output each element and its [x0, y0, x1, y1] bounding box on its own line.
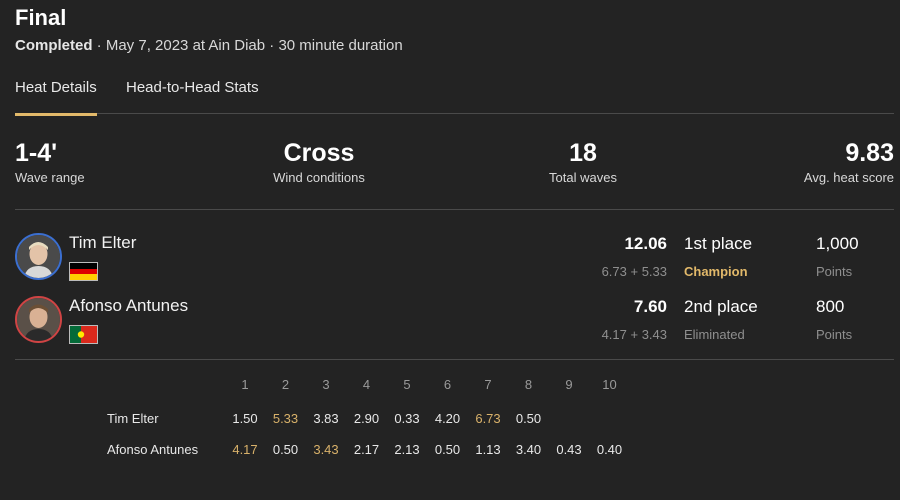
wave-number-header: 8 [524, 377, 533, 392]
wave-score: 4.20 [434, 411, 461, 426]
wave-number-header: 5 [403, 377, 411, 392]
wave-score: 0.33 [394, 411, 420, 426]
heat-details-text: · May 7, 2023 at Ain Diab · 30 minute du… [92, 37, 403, 54]
page-title: Final [15, 5, 67, 30]
placing: 2nd place [684, 297, 758, 316]
wave-score: 1.13 [475, 442, 501, 457]
score-breakdown: 4.17 + 3.43 [601, 327, 667, 342]
tab-bar: Heat Details Head-to-Head Stats [15, 78, 894, 116]
stat-wind-conditions: Cross Wind conditions [269, 138, 369, 185]
wave-number-header: 9 [565, 377, 573, 392]
stat-label: Total waves [549, 170, 617, 185]
placing: 1st place [684, 234, 753, 253]
heat-stats: 1-4' Wave range Cross Wind conditions 18… [15, 138, 894, 210]
points-value: 1,000 [816, 234, 859, 253]
score-breakdown: 6.73 + 5.33 [601, 264, 667, 279]
stat-wave-range: 1-4' Wave range [15, 138, 85, 185]
wave-score: 0.50 [272, 442, 299, 457]
stat-value: 18 [569, 139, 597, 167]
heat-total-score: 12.06 [624, 234, 667, 253]
heat-header: Final Completed · May 7, 2023 at Ain Dia… [15, 4, 403, 54]
points-label: Points [816, 264, 853, 279]
wave-score: 5.33 [272, 411, 299, 426]
stat-label: Wave range [15, 170, 85, 185]
wave-score: 0.43 [556, 442, 582, 457]
wave-score: 4.17 [232, 442, 258, 457]
stat-value: 1-4' [15, 139, 58, 167]
wave-score: 2.90 [353, 411, 380, 426]
result-label: Champion [684, 264, 748, 279]
status-label: Completed [15, 37, 93, 54]
competitor-list: Tim Elter 12.06 6.73 + 5.33 1st place Ch… [15, 224, 894, 360]
tab-head-to-head-stats[interactable]: Head-to-Head Stats [126, 79, 259, 96]
wave-score-grid: 1 2 3 4 5 6 7 8 9 10 Tim Elter 1.50 5.33 3.83 2.90 0.33… [0, 373, 900, 473]
wave-score: 2.17 [353, 442, 380, 457]
wave-number-header: 1 [241, 377, 249, 392]
wave-score: 0.40 [596, 442, 623, 457]
portugal-flag-icon [69, 325, 98, 344]
wave-score: 2.13 [394, 442, 420, 457]
heat-subtitle: Completed · May 7, 2023 at Ain Diab · 30… [15, 37, 403, 54]
wave-number-header: 4 [362, 377, 371, 392]
heat-total-score: 7.60 [633, 297, 667, 316]
stat-avg-heat-score: 9.83 Avg. heat score [804, 138, 894, 185]
points-value: 800 [816, 297, 845, 316]
wave-number-header: 6 [443, 377, 452, 392]
athlete-avatar [15, 296, 62, 343]
stat-total-waves: 18 Total waves [543, 138, 623, 185]
stat-value: 9.83 [845, 139, 894, 167]
wave-row-athlete-name: Tim Elter [107, 411, 159, 426]
athlete-name[interactable]: Afonso Antunes [69, 296, 189, 315]
wave-number-header: 2 [281, 377, 290, 392]
wave-score: 0.50 [515, 411, 542, 426]
competitor-row[interactable]: Tim Elter 12.06 6.73 + 5.33 1st place Ch… [15, 224, 894, 288]
wave-number-header: 10 [602, 377, 617, 392]
wave-score: 3.40 [515, 442, 542, 457]
stat-label: Avg. heat score [803, 170, 894, 185]
germany-flag-icon [69, 262, 98, 281]
tab-heat-details[interactable]: Heat Details [15, 78, 97, 116]
wave-score: 6.73 [475, 411, 501, 426]
points-label: Points [816, 327, 853, 342]
wave-score: 1.50 [232, 411, 258, 426]
wave-row-athlete-name: Afonso Antunes [107, 442, 199, 457]
wave-number-header: 3 [322, 377, 330, 392]
wave-score: 3.83 [313, 411, 339, 426]
result-label: Eliminated [684, 327, 745, 342]
athlete-name[interactable]: Tim Elter [69, 233, 137, 252]
athlete-avatar [15, 233, 62, 280]
wave-number-header: 7 [484, 377, 492, 392]
stat-label: Wind conditions [273, 170, 365, 185]
wave-score: 0.50 [434, 442, 461, 457]
wave-score: 3.43 [313, 442, 339, 457]
competitor-row[interactable]: Afonso Antunes 7.60 4.17 + 3.43 2nd plac… [15, 287, 894, 351]
stat-value: Cross [283, 139, 355, 167]
